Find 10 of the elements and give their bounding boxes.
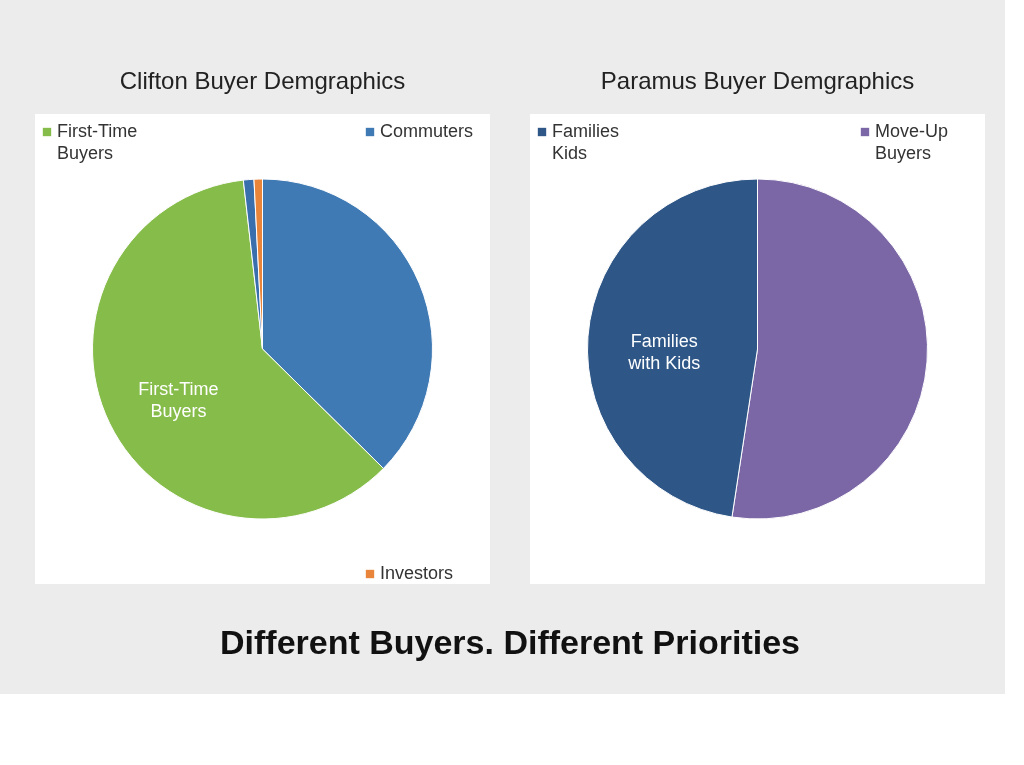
legend-label: First-Time Buyers [57, 121, 138, 163]
chart-title: Paramus Buyer Demgraphics [600, 67, 915, 94]
text: Families with Kids [628, 330, 701, 373]
text: First-Time Buyers [138, 378, 219, 421]
legend-label: Families Kids [552, 121, 620, 163]
legend-label: Investors [380, 563, 454, 583]
text: Different Buyers. Different Priorities [219, 623, 801, 661]
legend-label: Move-Up Buyers [875, 121, 949, 163]
chart-title: Clifton Buyer Demgraphics [119, 67, 406, 94]
legend-label: Commuters [380, 121, 474, 141]
